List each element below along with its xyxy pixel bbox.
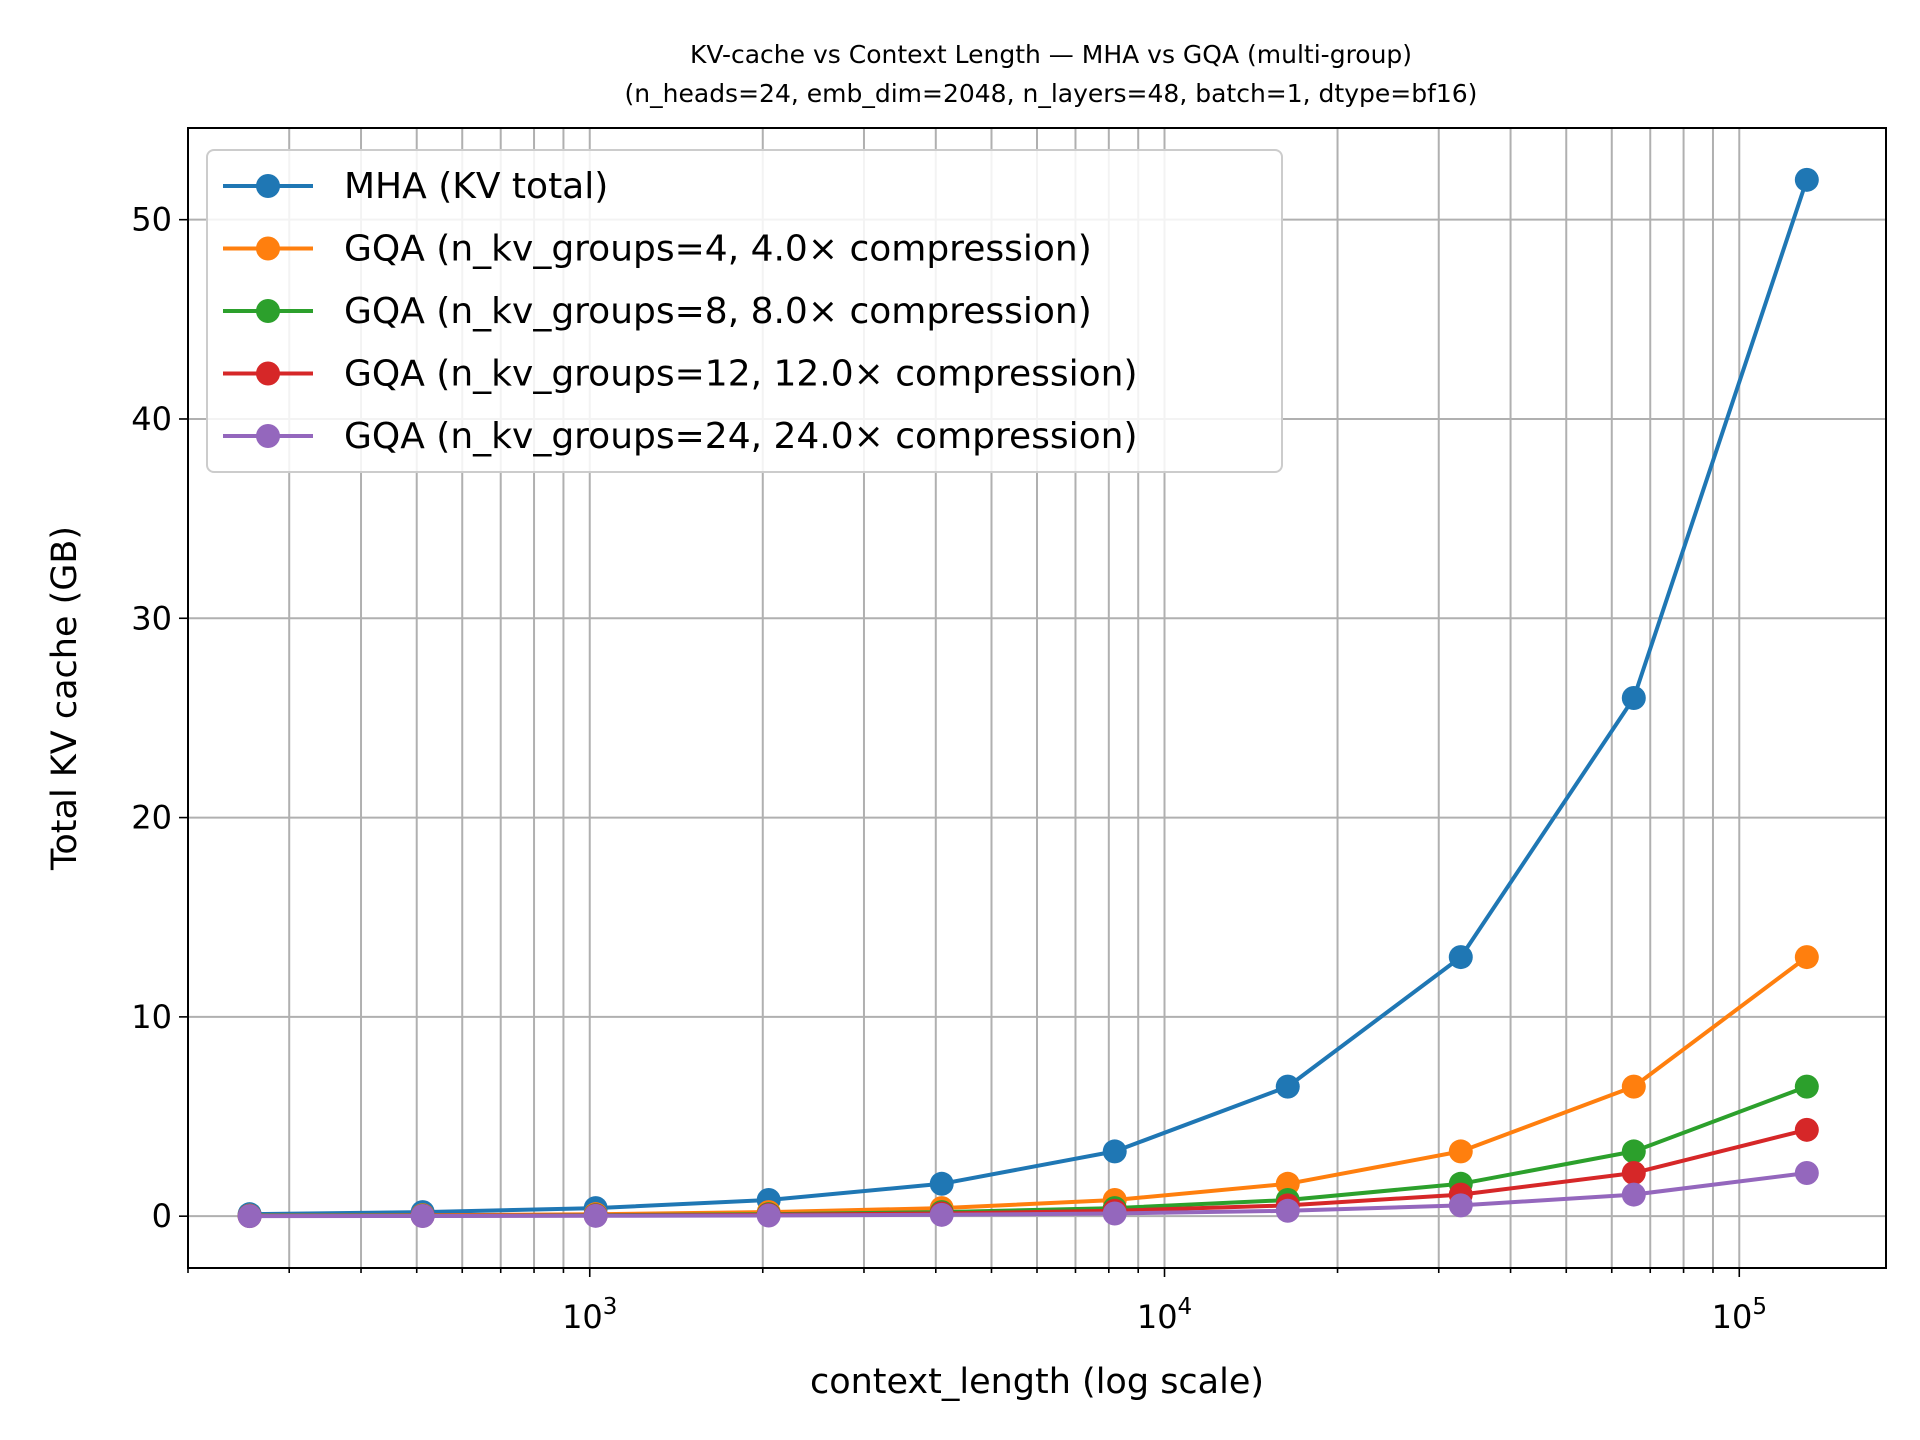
chart-subtitle: (n_heads=24, emb_dim=2048, n_layers=48, …: [625, 79, 1478, 108]
x-tick-label: 105: [1712, 1294, 1767, 1336]
legend: MHA (KV total) GQA (n_kv_groups=4, 4.0× c…: [206, 149, 1283, 473]
x-tick-label: 103: [562, 1294, 617, 1336]
data-point: [1275, 1074, 1300, 1099]
data-point: [1794, 1074, 1819, 1099]
y-tick-label: 40: [131, 400, 172, 438]
legend-marker: [256, 361, 280, 386]
x-tick-label: 104: [1137, 1294, 1192, 1336]
data-point: [1621, 1139, 1646, 1164]
data-point: [1102, 1139, 1127, 1164]
data-point: [1621, 1182, 1646, 1207]
data-point: [929, 1171, 954, 1196]
legend-marker: [256, 174, 280, 198]
data-point: [237, 1204, 262, 1229]
data-point: [1621, 1074, 1646, 1099]
legend-entry: GQA (n_kv_groups=8, 8.0× compression): [223, 291, 1092, 332]
data-point: [1448, 945, 1473, 970]
y-tick-label: 0: [152, 1197, 172, 1235]
legend-entry: GQA (n_kv_groups=4, 4.0× compression): [223, 229, 1092, 270]
data-point: [410, 1204, 435, 1229]
legend-entry: GQA (n_kv_groups=12, 12.0× compression): [223, 354, 1138, 395]
data-point: [1794, 167, 1819, 192]
data-point: [1794, 1160, 1819, 1185]
data-point: [929, 1202, 954, 1227]
series-line: [249, 1171, 1808, 1219]
data-point: [1621, 1160, 1646, 1185]
data-point: [756, 1203, 781, 1228]
data-point: [1448, 1139, 1473, 1164]
data-point: [1275, 1198, 1300, 1223]
legend-label: GQA (n_kv_groups=8, 8.0× compression): [344, 291, 1092, 332]
legend-label: GQA (n_kv_groups=4, 4.0× compression): [344, 229, 1092, 270]
legend-marker: [256, 424, 280, 448]
y-tick-label: 30: [131, 599, 172, 637]
x-axis-label: context_length (log scale): [810, 1362, 1264, 1402]
series-group: [237, 167, 1819, 1229]
legend-entry: MHA (KV total): [223, 166, 608, 207]
series-4: [237, 1160, 1819, 1229]
data-point: [1621, 686, 1646, 710]
chart-title: KV-cache vs Context Length — MHA vs GQA …: [690, 40, 1412, 69]
data-point: [1448, 1193, 1473, 1218]
data-point: [1794, 945, 1819, 970]
legend-box: [206, 149, 1283, 473]
data-point: [1794, 1117, 1819, 1142]
y-tick-label: 20: [131, 799, 172, 837]
axis-ticks: 103 104 105 0 10 20 30 40 50: [131, 201, 1767, 1336]
legend-marker: [256, 236, 280, 261]
legend-label: GQA (n_kv_groups=24, 24.0× compression): [344, 416, 1138, 457]
y-axis-label: Total KV cache (GB): [45, 526, 85, 871]
y-tick-label: 10: [131, 998, 172, 1036]
data-point: [583, 1203, 608, 1228]
y-tick-label: 50: [131, 201, 172, 239]
legend-label: GQA (n_kv_groups=12, 12.0× compression): [344, 354, 1138, 395]
legend-label: MHA (KV total): [344, 166, 608, 207]
data-point: [1102, 1201, 1127, 1226]
legend-marker: [256, 299, 280, 323]
legend-entry: GQA (n_kv_groups=24, 24.0× compression): [223, 416, 1138, 457]
series-line: [249, 179, 1809, 1217]
